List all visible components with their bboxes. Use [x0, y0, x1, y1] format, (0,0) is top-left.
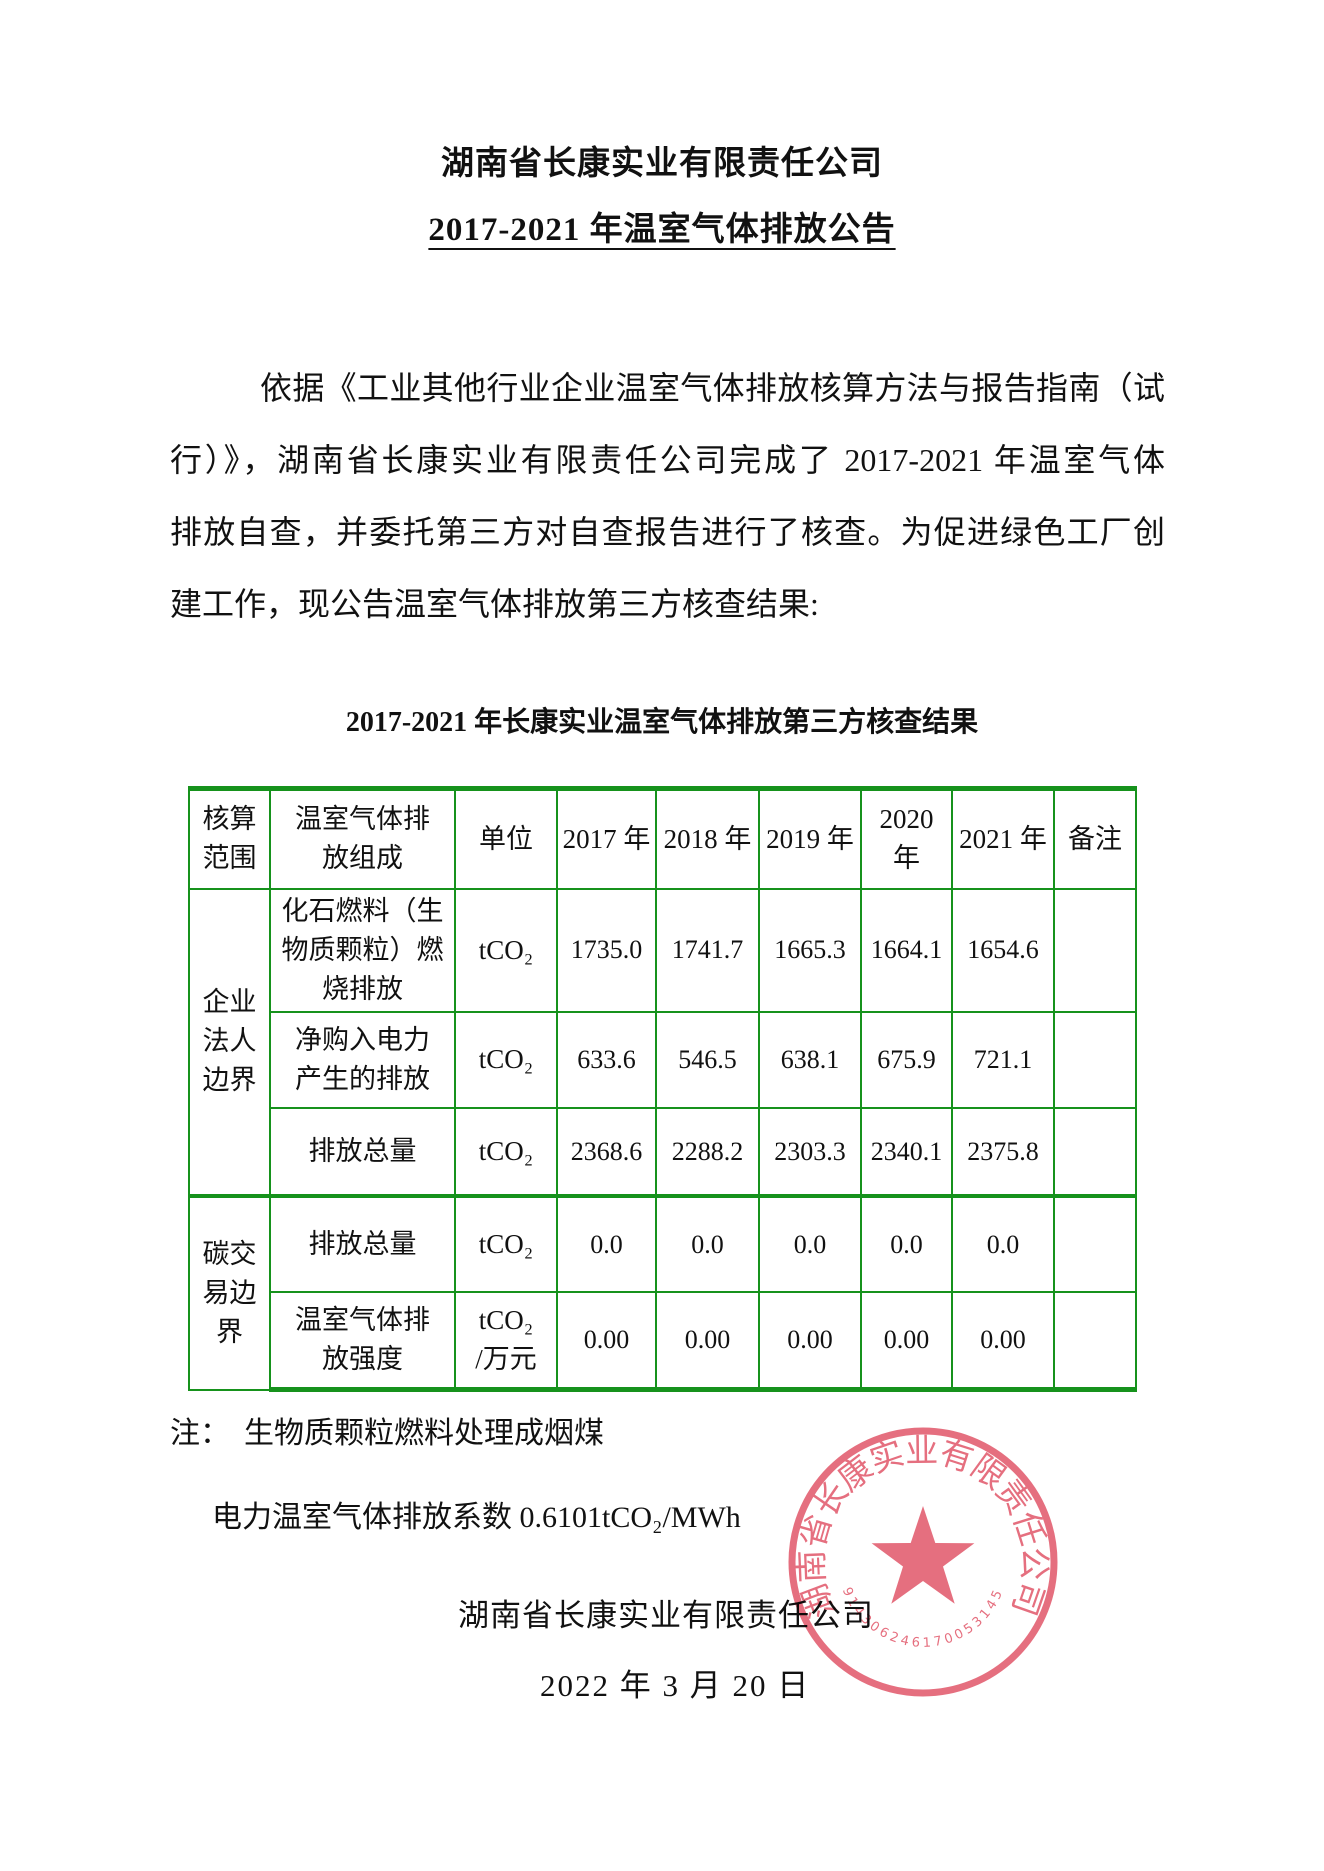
value-cell: 2375.8	[951, 1106, 1055, 1197]
remark-cell	[1053, 1010, 1137, 1109]
document-title: 湖南省长康实业有限责任公司	[441, 146, 883, 182]
unit-cell: tCO₂	[454, 887, 558, 1013]
value-cell: 1665.3	[758, 887, 862, 1013]
value-cell: 0.0	[556, 1193, 657, 1293]
paragraph-line: 建工作，现公告温室气体排放第三方核查结果:	[170, 586, 819, 622]
value-cell: 0.0	[951, 1193, 1055, 1293]
value-cell: 2340.1	[860, 1106, 953, 1197]
document-date: 2022 年 3 月 20 日	[540, 1668, 811, 1703]
col-header-2019: 2019 年	[758, 786, 862, 890]
value-cell: 2288.2	[655, 1106, 760, 1197]
col-header-composition: 温室气体排 放组成	[269, 786, 456, 890]
col-header-2020: 2020 年	[860, 786, 953, 890]
col-header-scope: 核算 范围	[188, 786, 271, 890]
table-row: 碳交 易边 界 排放总量 tCO₂ 0.0 0.0 0.0 0.0 0.0	[188, 1193, 1137, 1391]
remark-cell	[1053, 1106, 1137, 1197]
value-cell: 1741.7	[655, 887, 760, 1013]
value-cell: 0.0	[860, 1193, 953, 1293]
table-title: 2017-2021 年长康实业温室气体排放第三方核查结果	[345, 707, 979, 738]
remark-cell	[1053, 1290, 1137, 1393]
table-row: 企业 法人 边界 化石燃料（生 物质颗粒）燃 烧排放 tCO₂ 1735.0 1…	[188, 887, 1137, 1197]
paragraph-line: 排放自查，并委托第三方对自查报告进行了核查。为促进绿色工厂创	[170, 514, 1165, 550]
value-cell: 546.5	[655, 1010, 760, 1109]
col-header-2018: 2018 年	[655, 786, 760, 890]
value-cell: 2368.6	[556, 1106, 657, 1197]
group-cell-carbon-trading-boundary: 碳交 易边 界	[188, 1193, 271, 1391]
row-label: 排放总量	[269, 1106, 456, 1197]
table-row: 净购入电力 产生的排放 tCO₂ 633.6 546.5 638.1 675.9…	[189, 1010, 1137, 1109]
value-cell: 0.00	[951, 1290, 1055, 1393]
row-label: 排放总量	[269, 1193, 456, 1293]
row-label: 化石燃料（生 物质颗粒）燃 烧排放	[269, 887, 456, 1013]
table-row: 温室气体排 放强度 tCO₂ /万元 0.00 0.00 0.00 0.00 0…	[189, 1290, 1137, 1393]
note-text: 生物质颗粒燃料处理成烟煤	[244, 1417, 604, 1450]
table-row: 排放总量 tCO₂ 2368.6 2288.2 2303.3 2340.1 23…	[189, 1106, 1137, 1197]
seal-serial-number: 914306246170053145	[839, 1585, 1007, 1651]
paragraph-line: 行）》，湖南省长康实业有限责任公司完成了 2017-2021 年温室气体	[170, 442, 1165, 478]
value-cell: 0.0	[758, 1193, 862, 1293]
group-cell-enterprise-boundary: 企业 法人 边界	[188, 887, 271, 1197]
value-cell: 0.0	[655, 1193, 760, 1293]
remark-cell	[1053, 887, 1137, 1013]
paragraph-line: 依据《工业其他行业企业温室气体排放核算方法与报告指南（试	[260, 370, 1165, 406]
verification-table: 核算 范围 温室气体排 放组成 单位 2017 年 2018 年 2019 年 …	[188, 786, 1137, 1393]
value-cell: 675.9	[860, 1010, 953, 1109]
seal-ring	[788, 1427, 1058, 1697]
unit-cell: tCO₂	[454, 1010, 558, 1109]
value-cell: 638.1	[758, 1010, 862, 1109]
value-cell: 721.1	[951, 1010, 1055, 1109]
table-header-row: 核算 范围 温室气体排 放组成 单位 2017 年 2018 年 2019 年 …	[188, 786, 1137, 890]
value-cell: 1735.0	[556, 887, 657, 1013]
value-cell: 0.00	[655, 1290, 760, 1393]
col-header-2017: 2017 年	[556, 786, 657, 890]
document-subtitle: 2017-2021 年温室气体排放公告	[428, 212, 896, 248]
remark-cell	[1053, 1193, 1137, 1293]
value-cell: 633.6	[556, 1010, 657, 1109]
row-label: 净购入电力 产生的排放	[269, 1010, 456, 1109]
unit-cell: tCO₂	[454, 1106, 558, 1197]
body-paragraph: 依据《工业其他行业企业温室气体排放核算方法与报告指南（试 行）》，湖南省长康实业…	[170, 352, 1165, 640]
unit-cell: tCO₂ /万元	[454, 1290, 558, 1393]
col-header-2021: 2021 年	[951, 786, 1055, 890]
unit-cell: tCO₂	[454, 1193, 558, 1293]
notes-block: 注： 生物质颗粒燃料处理成烟煤 电力温室气体排放系数 0.6101tCO₂/MW…	[170, 1408, 741, 1536]
value-cell: 2303.3	[758, 1106, 862, 1197]
value-cell: 0.00	[758, 1290, 862, 1393]
value-cell: 0.00	[556, 1290, 657, 1393]
seal-star-icon	[871, 1506, 975, 1604]
col-header-unit: 单位	[454, 786, 558, 890]
company-seal-stamp: 湖南省长康实业有限责任公司 914306246170053145	[788, 1427, 1058, 1697]
note-line: 电力温室气体排放系数 0.6101tCO₂/MWh	[212, 1501, 741, 1534]
note-label: 注：	[170, 1417, 230, 1450]
value-cell: 0.00	[860, 1290, 953, 1393]
row-label: 温室气体排 放强度	[269, 1290, 456, 1393]
value-cell: 1654.6	[951, 887, 1055, 1013]
col-header-remark: 备注	[1053, 786, 1137, 890]
note-line: 注： 生物质颗粒燃料处理成烟煤	[170, 1408, 741, 1452]
value-cell: 1664.1	[860, 887, 953, 1013]
